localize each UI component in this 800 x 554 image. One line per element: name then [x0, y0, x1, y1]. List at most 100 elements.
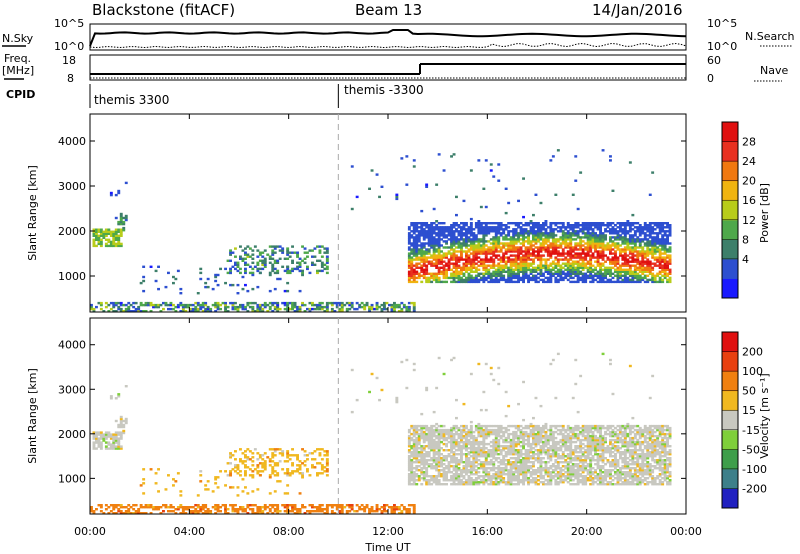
power-cell — [566, 266, 570, 269]
velocity-cell — [437, 483, 441, 486]
power-cell — [427, 230, 431, 233]
velocity-cell — [97, 433, 101, 436]
velocity-cell — [509, 481, 513, 484]
velocity-cell — [335, 504, 339, 507]
power-cell — [566, 254, 570, 257]
velocity-cell — [236, 472, 240, 475]
power-cell — [99, 234, 103, 237]
velocity-cell — [278, 452, 282, 455]
velocity-cell — [241, 508, 245, 511]
power-cell — [437, 232, 441, 235]
power-cell — [417, 248, 421, 251]
power-cell — [432, 244, 436, 247]
velocity-cell — [487, 451, 491, 454]
velocity-cell — [328, 504, 332, 507]
power-cell — [494, 256, 498, 259]
velocity-cell — [489, 449, 493, 452]
velocity-cell — [430, 442, 434, 446]
power-cell — [407, 256, 411, 259]
power-cell — [532, 224, 535, 227]
power-cell — [102, 234, 106, 237]
power-cell — [517, 276, 520, 280]
velocity-cell — [497, 426, 501, 430]
velocity-cell — [410, 465, 414, 468]
power-cell — [455, 256, 458, 259]
power-cell — [348, 307, 352, 311]
velocity-cell — [432, 438, 436, 442]
velocity-cell — [447, 436, 451, 440]
power-cell — [574, 274, 578, 277]
power-cell — [646, 254, 650, 257]
power-cell — [646, 248, 650, 251]
velocity-cell — [234, 458, 237, 461]
velocity-cell — [455, 432, 458, 436]
velocity-cell — [460, 440, 463, 444]
power-cell — [594, 240, 597, 243]
velocity-cell — [452, 481, 456, 484]
velocity-cell — [474, 477, 478, 480]
power-cell — [239, 305, 242, 309]
power-cell — [559, 230, 563, 233]
velocity-cell — [320, 466, 324, 469]
velocity-cell — [258, 454, 262, 457]
power-colorbar-segment — [722, 161, 738, 182]
power-cell — [316, 271, 319, 275]
velocity-cell — [311, 458, 314, 461]
power-cell — [395, 195, 399, 199]
power-cell — [586, 226, 590, 229]
velocity-cell — [415, 451, 419, 454]
nsearch-label: N.Search — [745, 30, 795, 43]
power-cell — [549, 264, 553, 267]
velocity-cell — [325, 452, 329, 455]
power-cell — [596, 252, 600, 255]
power-cell — [532, 213, 535, 217]
velocity-cell — [450, 428, 453, 432]
velocity-cell — [509, 467, 513, 470]
power-cell — [447, 246, 451, 249]
power-cell — [286, 257, 290, 260]
power-cell — [579, 258, 583, 261]
power-cell — [601, 280, 605, 284]
power-cell — [658, 228, 662, 231]
power-cell — [549, 246, 553, 249]
power-cell — [529, 222, 533, 225]
velocity-cell — [502, 477, 506, 480]
power-cell — [271, 301, 275, 305]
velocity-cell — [445, 438, 448, 442]
power-cell — [276, 245, 280, 248]
velocity-cell — [422, 455, 426, 458]
power-cell — [474, 238, 478, 241]
power-cell — [539, 260, 543, 263]
power-cell — [256, 267, 260, 271]
power-cell — [179, 310, 183, 313]
power-cell — [656, 246, 660, 249]
velocity-cell — [484, 442, 488, 446]
power-cell — [609, 250, 612, 253]
power-cell — [648, 242, 652, 245]
power-cell — [447, 252, 451, 255]
velocity-cell — [422, 445, 426, 448]
power-cell — [661, 228, 665, 231]
velocity-cell — [239, 508, 242, 511]
power-cell — [504, 270, 508, 273]
power-cell — [614, 260, 617, 263]
velocity-cell — [499, 434, 503, 438]
station-title: Blackstone (fitACF) — [92, 1, 235, 19]
velocity-cell — [497, 440, 501, 444]
power-cell — [584, 264, 588, 267]
velocity-cell — [333, 512, 337, 515]
power-cell — [296, 265, 299, 268]
power-cell — [442, 268, 446, 271]
velocity-cell — [499, 426, 503, 430]
velocity-cell — [489, 445, 493, 448]
velocity-cell — [482, 471, 486, 474]
power-cell — [494, 238, 498, 241]
velocity-cell — [154, 506, 158, 509]
power-cell — [534, 280, 538, 284]
power-cell — [599, 264, 602, 267]
power-cell — [576, 268, 580, 271]
power-cell — [527, 238, 530, 241]
velocity-cell — [244, 456, 247, 459]
velocity-cell — [489, 440, 493, 444]
power-cell — [415, 248, 419, 251]
